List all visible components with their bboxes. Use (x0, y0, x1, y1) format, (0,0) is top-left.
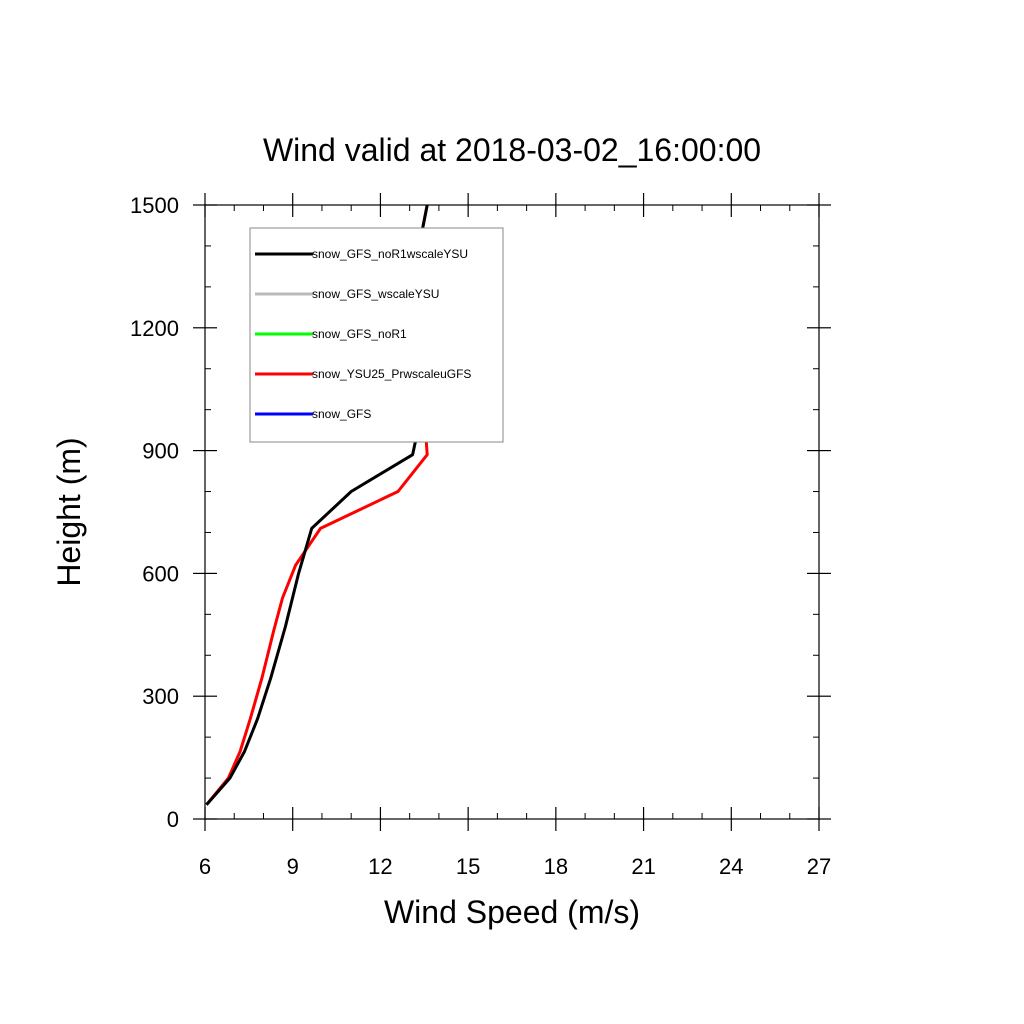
x-tick-label: 9 (287, 854, 299, 879)
legend: snow_GFS_noR1wscaleYSU snow_GFS_wscaleYSU… (249, 227, 504, 443)
x-tick-labels: 6 9 12 15 18 21 24 27 (199, 854, 831, 879)
legend-label: snow_GFS_noR1 (312, 327, 407, 341)
legend-label: snow_YSU25_PrwscaleuGFS (312, 367, 471, 381)
y-tick-label: 0 (167, 807, 179, 832)
x-tick-label: 6 (199, 854, 211, 879)
legend-label: snow_GFS_wscaleYSU (312, 287, 439, 301)
y-axis-title: Height (m) (51, 437, 87, 586)
y-tick-label: 900 (142, 439, 179, 464)
axis-ticks (193, 193, 831, 831)
x-tick-label: 24 (719, 854, 743, 879)
y-tick-label: 600 (142, 561, 179, 586)
y-tick-label: 1200 (130, 316, 179, 341)
y-tick-label: 300 (142, 684, 179, 709)
x-axis-title: Wind Speed (m/s) (384, 894, 640, 930)
legend-label: snow_GFS_noR1wscaleYSU (312, 247, 468, 261)
x-tick-label: 21 (631, 854, 655, 879)
x-tick-label: 15 (456, 854, 480, 879)
y-tick-labels: 0 300 600 900 1200 1500 (130, 193, 179, 832)
plot-frame (204, 204, 820, 820)
x-tick-label: 27 (807, 854, 831, 879)
x-tick-label: 18 (544, 854, 568, 879)
y-tick-label: 1500 (130, 193, 179, 218)
x-tick-label: 12 (368, 854, 392, 879)
legend-label: snow_GFS (312, 407, 371, 421)
chart-title: Wind valid at 2018-03-02_16:00:00 (263, 132, 761, 168)
